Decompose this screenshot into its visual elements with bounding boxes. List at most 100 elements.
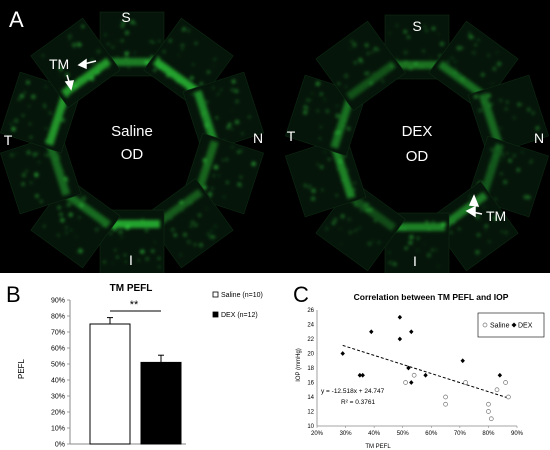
micrograph-tile	[428, 20, 519, 112]
bar-y-tick-label: 70%	[51, 330, 65, 337]
scatter-x-tick-label: 60%	[425, 431, 438, 437]
panel-letter-b: B	[6, 282, 21, 307]
left-inferior-label: I	[129, 252, 133, 268]
micrograph-tile	[284, 135, 367, 218]
trend-line	[342, 344, 509, 399]
scatter-x-ticks: 20% 30% 40% 50% 60% 70% 80% 90%	[311, 426, 524, 437]
left-temporal-label: T	[4, 132, 13, 148]
significance-stars: **	[130, 299, 139, 311]
panel-letter-c: C	[293, 282, 309, 307]
dex-point	[409, 329, 414, 335]
scatter-y-axis-label: IOP (mmHg)	[296, 348, 302, 382]
dex-point	[409, 380, 414, 385]
bar-y-tick-label: 30%	[51, 394, 65, 401]
panel-letter-a: A	[9, 7, 24, 32]
right-superior-label: S	[412, 18, 421, 34]
saline-group-label: Saline	[111, 123, 153, 140]
pefl-bar-chart-panel: B TM PEFL PEFL 0% 10% 20% 30% 40% 50% 60% 70% 80…	[0, 278, 285, 450]
bar-y-tick-label: 90%	[51, 298, 65, 305]
left-eye-label: OD	[121, 146, 144, 163]
bar-1	[140, 361, 182, 445]
scatter-legend-box	[477, 312, 545, 338]
dex-point	[397, 314, 403, 320]
right-tm-label: TM	[486, 208, 506, 224]
dex-point	[340, 351, 345, 356]
bar-chart-bars	[89, 317, 182, 445]
micrograph-tile	[467, 74, 550, 157]
right-inferior-label: I	[413, 253, 417, 269]
bar-y-tick-label: 60%	[51, 346, 65, 353]
saline-point	[403, 380, 408, 385]
bar-y-tick-label: 80%	[51, 314, 65, 321]
saline-point	[494, 387, 500, 393]
scatter-x-tick-label: 20%	[311, 431, 324, 437]
micrograph-tile	[30, 17, 121, 109]
bar-y-tick-label: 40%	[51, 378, 65, 385]
legend-label-saline: Saline (n=10)	[221, 292, 263, 299]
right-nasal-label: N	[534, 130, 544, 146]
scatter-legend-dex: DEX	[518, 323, 533, 330]
bar-y-tick-label: 20%	[51, 410, 65, 417]
bar-y-tick-label: 10%	[51, 426, 65, 433]
micrograph-panel: A S T N I Saline OD TM S T N I DEX OD TM	[0, 0, 550, 273]
scatter-y-tick-label: 24	[307, 323, 314, 329]
dex-point	[369, 329, 374, 335]
scatter-y-tick-label: 10	[307, 424, 314, 430]
micrograph-tile	[143, 177, 234, 269]
saline-point	[506, 394, 511, 400]
saline-point	[443, 401, 448, 407]
dex-point	[357, 372, 363, 378]
bar-0	[89, 323, 131, 445]
legend-swatch-dex	[212, 311, 219, 318]
regression-equation: y = -12.518x + 24.747	[321, 388, 385, 395]
saline-point	[411, 372, 417, 378]
dex-point	[423, 372, 428, 378]
scatter-y-tick-label: 16	[307, 381, 314, 387]
micrograph-tile	[99, 209, 165, 273]
right-eye-label: OD	[406, 148, 429, 165]
legend-marker-saline	[482, 322, 488, 328]
micrograph-tile	[0, 132, 82, 215]
scatter-x-tick-label: 30%	[340, 431, 353, 437]
scatter-y-ticks: 10 12 14 16 18 20 22 24 26	[307, 308, 314, 430]
scatter-y-tick-label: 12	[307, 410, 314, 416]
saline-point	[486, 401, 491, 407]
saline-point	[463, 380, 468, 385]
bar-chart-y-axis-label: PEFL	[17, 358, 26, 379]
saline-point	[486, 409, 491, 414]
bar-y-tick-label: 50%	[51, 362, 65, 369]
left-tm-arrows	[64, 58, 97, 91]
dex-point	[360, 372, 365, 378]
bar-chart-title: TM PEFL	[110, 283, 153, 294]
scatter-y-tick-label: 14	[307, 395, 314, 401]
saline-point	[488, 416, 494, 422]
left-superior-label: S	[121, 9, 130, 25]
scatter-y-tick-label: 22	[307, 337, 314, 343]
scatter-chart-title: Correlation between TM PEFL and IOP	[354, 292, 509, 302]
dex-point	[397, 336, 403, 342]
dex-group-label: DEX	[402, 123, 433, 140]
legend-marker-dex	[511, 322, 517, 328]
saline-point	[443, 394, 448, 400]
scatter-x-tick-label: 50%	[397, 431, 410, 437]
scatter-x-tick-label: 40%	[368, 431, 381, 437]
scatter-y-tick-label: 18	[307, 366, 314, 372]
left-tm-label: TM	[49, 56, 69, 72]
scatter-legend-saline: Saline	[490, 323, 510, 330]
scatter-chart-svg: C Correlation between TM PEFL and IOP IO…	[293, 282, 545, 450]
bar-chart-svg: B TM PEFL PEFL 0% 10% 20% 30% 40% 50% 60% 70% 80…	[6, 282, 263, 449]
pefl-iop-scatter-panel: C Correlation between TM PEFL and IOP IO…	[285, 278, 550, 450]
scatter-y-tick-label: 20	[307, 352, 314, 358]
right-tm-arrows	[465, 194, 483, 218]
micrograph-svg: A S T N I Saline OD TM S T N I DEX OD TM	[0, 7, 550, 273]
saline-point	[503, 380, 508, 385]
dex-eye-montage	[284, 14, 550, 273]
bar-y-tick-label: 0%	[55, 442, 65, 449]
left-nasal-label: N	[253, 130, 263, 146]
regression-r2: R² = 0.3761	[341, 399, 376, 406]
scatter-x-tick-label: 90%	[511, 431, 524, 437]
micrograph-tile	[315, 20, 406, 112]
dex-point	[497, 372, 503, 378]
scatter-x-axis-label: TM PEFL	[365, 444, 391, 450]
dex-point	[460, 358, 465, 364]
